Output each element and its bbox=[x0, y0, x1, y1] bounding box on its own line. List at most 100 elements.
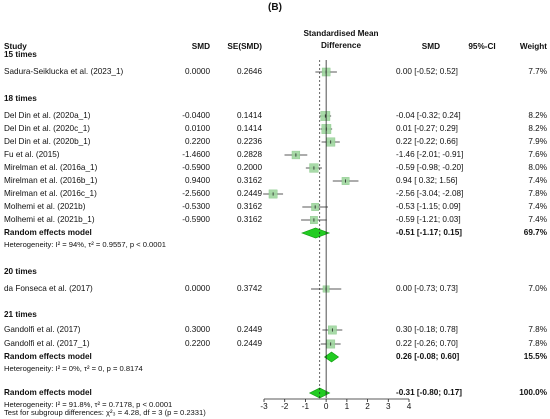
study-smd: 0.3000 bbox=[184, 325, 210, 334]
study-weight: 7.8% bbox=[528, 189, 547, 198]
study-label: Molhemi et al. (2021b) bbox=[4, 202, 86, 211]
study-se: 0.3162 bbox=[236, 176, 262, 185]
study-ci: -2.56 [-3.04; -2.08] bbox=[396, 189, 464, 198]
study-se: 0.2828 bbox=[236, 150, 262, 159]
header-se-smd: SE(SMD) bbox=[227, 42, 262, 51]
study-se: 0.2236 bbox=[236, 137, 262, 146]
header-study: Study bbox=[4, 42, 27, 51]
study-ci: 0.30 [-0.18; 0.78] bbox=[396, 325, 458, 334]
study-ci: 0.01 [-0.27; 0.29] bbox=[396, 124, 458, 133]
header-ci: 95%-CI bbox=[468, 42, 496, 51]
study-smd: -0.5300 bbox=[182, 202, 210, 211]
group-title: 20 times bbox=[4, 267, 37, 276]
overall-heterogeneity-text: Heterogeneity: I² = 91.8%, τ² = 0.7178, … bbox=[4, 400, 173, 409]
subgroup-diamond bbox=[301, 227, 331, 239]
x-tick-label: 1 bbox=[344, 402, 350, 411]
x-tick-label: 4 bbox=[406, 402, 412, 411]
study-se: 0.1414 bbox=[236, 111, 262, 120]
study-ci: -1.46 [-2.01; -0.91] bbox=[396, 150, 464, 159]
study-weight: 7.4% bbox=[528, 176, 547, 185]
study-se: 0.2000 bbox=[236, 163, 262, 172]
heterogeneity-text: Heterogeneity: I² = 94%, τ² = 0.9557, p … bbox=[4, 240, 166, 249]
study-smd: 0.9400 bbox=[184, 176, 210, 185]
study-weight: 8.2% bbox=[528, 124, 547, 133]
header-smd: SMD bbox=[191, 42, 210, 51]
x-tick-label: -1 bbox=[301, 402, 310, 411]
study-ci: -0.04 [-0.32; 0.24] bbox=[396, 111, 461, 120]
study-se: 0.1414 bbox=[236, 124, 262, 133]
study-ci: 0.94 [ 0.32; 1.56] bbox=[396, 176, 458, 185]
study-weight: 7.8% bbox=[528, 339, 547, 348]
heterogeneity-text: Heterogeneity: I² = 0%, τ² = 0, p = 0.81… bbox=[4, 364, 143, 373]
study-weight: 7.6% bbox=[528, 150, 547, 159]
study-se: 0.3162 bbox=[236, 215, 262, 224]
study-label: Del Din et al. (2020a_1) bbox=[4, 111, 91, 120]
group-title: 21 times bbox=[4, 310, 37, 319]
study-label: Mirelman et al. (2016c_1) bbox=[4, 189, 97, 198]
study-ci: 0.00 [-0.52; 0.52] bbox=[396, 67, 458, 76]
study-smd: -0.5900 bbox=[182, 215, 210, 224]
header-forest-line1: Standardised Mean bbox=[303, 29, 379, 38]
study-smd: 0.2200 bbox=[184, 137, 210, 146]
x-tick-label: 0 bbox=[323, 402, 329, 411]
study-se: 0.2449 bbox=[236, 325, 262, 334]
study-weight: 7.7% bbox=[528, 67, 547, 76]
group-title: 18 times bbox=[4, 94, 37, 103]
overall-random-effects-label: Random effects model bbox=[4, 388, 92, 397]
study-smd: -0.0400 bbox=[182, 111, 210, 120]
header-forest-line2: Difference bbox=[320, 41, 362, 50]
study-se: 0.2449 bbox=[236, 189, 262, 198]
study-ci: -0.53 [-1.15; 0.09] bbox=[396, 202, 461, 211]
study-weight: 7.8% bbox=[528, 325, 547, 334]
study-ci: -0.59 [-1.21; 0.03] bbox=[396, 215, 461, 224]
study-weight: 7.4% bbox=[528, 215, 547, 224]
study-label: Molhemi et al. (2021b_1) bbox=[4, 215, 95, 224]
study-weight: 8.2% bbox=[528, 111, 547, 120]
study-ci: -0.59 [-0.98; -0.20] bbox=[396, 163, 464, 172]
panel-label: (B) bbox=[268, 2, 282, 13]
study-smd: -0.5900 bbox=[182, 163, 210, 172]
study-ci: 0.00 [-0.73; 0.73] bbox=[396, 284, 458, 293]
x-tick-label: -3 bbox=[260, 402, 268, 411]
random-effects-label: Random effects model bbox=[4, 352, 92, 361]
study-weight: 7.0% bbox=[528, 284, 547, 293]
study-weight: 7.9% bbox=[528, 137, 547, 146]
study-ci: 0.22 [-0.26; 0.70] bbox=[396, 339, 458, 348]
study-label: Gandolfi et al. (2017_1) bbox=[4, 339, 90, 348]
group-title: 15 times bbox=[4, 50, 37, 59]
study-se: 0.2449 bbox=[236, 339, 262, 348]
study-ci: 0.22 [-0.22; 0.66] bbox=[396, 137, 458, 146]
x-tick-label: -2 bbox=[281, 402, 289, 411]
study-label: Del Din et al. (2020b_1) bbox=[4, 137, 91, 146]
study-weight: 7.4% bbox=[528, 202, 547, 211]
study-smd: -1.4600 bbox=[182, 150, 210, 159]
study-smd: 0.0000 bbox=[184, 284, 210, 293]
header-smd-right: SMD bbox=[421, 42, 440, 51]
subgroup-diamond bbox=[323, 351, 340, 363]
study-se: 0.2646 bbox=[236, 67, 262, 76]
random-effects-weight: 69.7% bbox=[523, 228, 547, 237]
study-weight: 8.0% bbox=[528, 163, 547, 172]
study-label: Del Din et al. (2020c_1) bbox=[4, 124, 91, 133]
random-effects-label: Random effects model bbox=[4, 228, 92, 237]
random-effects-weight: 15.5% bbox=[523, 352, 547, 361]
overall-ci: -0.31 [-0.80; 0.17] bbox=[396, 388, 462, 397]
study-label: da Fonseca et al. (2017) bbox=[4, 284, 93, 293]
study-se: 0.3162 bbox=[236, 202, 262, 211]
study-label: Fu et al. (2015) bbox=[4, 150, 60, 159]
study-smd: 0.0100 bbox=[184, 124, 210, 133]
study-smd: 0.0000 bbox=[184, 67, 210, 76]
header-weight: Weight bbox=[519, 42, 547, 51]
overall-weight: 100.0% bbox=[519, 388, 547, 397]
random-effects-ci: 0.26 [-0.08; 0.60] bbox=[396, 352, 460, 361]
random-effects-ci: -0.51 [-1.17; 0.15] bbox=[396, 228, 462, 237]
study-label: Gandolfi et al. (2017) bbox=[4, 325, 81, 334]
study-label: Mirelman et al. (2016b_1) bbox=[4, 176, 98, 185]
study-smd: -2.5600 bbox=[182, 189, 210, 198]
study-se: 0.3742 bbox=[236, 284, 262, 293]
x-tick-label: 3 bbox=[386, 402, 391, 411]
study-label: Mirelman et al. (2016a_1) bbox=[4, 163, 98, 172]
study-label: Sadura-Seiklucka et al. (2023_1) bbox=[4, 67, 124, 76]
x-tick-label: 2 bbox=[365, 402, 370, 411]
